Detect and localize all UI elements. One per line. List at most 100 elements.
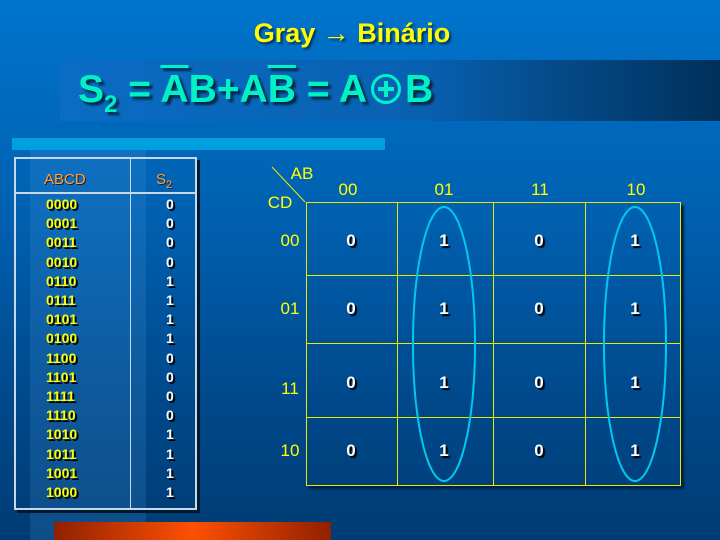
table-row: 1110 0 bbox=[16, 407, 199, 426]
abcd-value: 1000 bbox=[46, 484, 78, 500]
kmap-cell: 1 bbox=[439, 299, 449, 318]
s2-value: 0 bbox=[166, 388, 174, 404]
kmap-cell: 1 bbox=[439, 373, 449, 392]
table-row: 1111 0 bbox=[16, 388, 199, 407]
table-row: 1100 0 bbox=[16, 350, 199, 369]
truth-table: ABCD S2 0000 0 0001 0 0011 0 0010 0 0110 1 0111 1 01… bbox=[14, 157, 197, 510]
formula-plus: + bbox=[216, 68, 240, 111]
table-row: 1000 1 bbox=[16, 484, 199, 503]
table-row: 0101 1 bbox=[16, 311, 199, 330]
table-row: 0100 1 bbox=[16, 330, 199, 349]
s2-value: 1 bbox=[166, 426, 174, 443]
kmap-row-label: 01 bbox=[280, 299, 300, 318]
kmap-row-var: CD bbox=[267, 193, 293, 212]
formula-lhs-sub: 2 bbox=[104, 91, 118, 118]
s2-value: 1 bbox=[166, 484, 174, 500]
abcd-value: 0001 bbox=[46, 215, 78, 232]
kmap-cell: 1 bbox=[630, 299, 640, 318]
orange-bar bbox=[54, 522, 331, 540]
kmap-cell: 0 bbox=[534, 299, 544, 318]
s2-value: 1 bbox=[166, 330, 174, 347]
abcd-value: 0011 bbox=[46, 234, 77, 251]
group-oval-01 bbox=[412, 206, 476, 482]
table-row: 0001 0 bbox=[16, 215, 199, 234]
group-oval-10 bbox=[603, 206, 667, 482]
kmap-cell: 0 bbox=[346, 231, 356, 250]
table-row: 1011 1 bbox=[16, 446, 199, 465]
kmap-row-label: 00 bbox=[280, 231, 300, 250]
s2-value: 0 bbox=[166, 234, 174, 251]
kmap-col-label: 11 bbox=[531, 180, 549, 199]
formula-xor-b: B bbox=[405, 68, 434, 111]
abcd-value: 1110 bbox=[46, 407, 76, 424]
abcd-value: 0000 bbox=[46, 196, 78, 212]
kmap-cell: 1 bbox=[439, 231, 449, 250]
abcd-value: 1100 bbox=[46, 349, 77, 366]
formula-lhs: S bbox=[78, 68, 105, 111]
formula-a: A bbox=[239, 68, 268, 111]
xor-icon bbox=[371, 74, 402, 104]
abcd-value: 0100 bbox=[46, 330, 78, 347]
table-row: 0010 0 bbox=[16, 254, 199, 273]
table-row: 1010 1 bbox=[16, 426, 199, 445]
s2-value: 1 bbox=[166, 311, 174, 328]
formula-eq2: = bbox=[306, 68, 330, 111]
formula-b-bar: B bbox=[267, 68, 296, 111]
kmap-cell: 0 bbox=[534, 441, 544, 460]
s2-value: 1 bbox=[166, 292, 174, 308]
abcd-value: 1011 bbox=[46, 445, 77, 462]
table-row: 0110 1 bbox=[16, 273, 199, 292]
kmap-cell: 1 bbox=[630, 373, 640, 392]
background-band bbox=[30, 150, 146, 540]
slide-title: Gray → Binário bbox=[253, 18, 451, 48]
s2-value: 0 bbox=[166, 368, 174, 385]
abcd-value: 0110 bbox=[46, 272, 77, 289]
s2-value: 1 bbox=[166, 445, 174, 462]
table-row: 1001 1 bbox=[16, 465, 199, 484]
abcd-value: 1010 bbox=[46, 426, 78, 443]
kmap-diagonal bbox=[271, 166, 306, 203]
header-s2: S2 bbox=[156, 171, 173, 191]
formula-xor-a: A bbox=[338, 68, 368, 111]
abcd-value: 0010 bbox=[46, 253, 78, 270]
kmap-cell: 1 bbox=[630, 441, 640, 460]
kmap-cell: 0 bbox=[346, 373, 356, 392]
kmap-col-label: 00 bbox=[338, 180, 358, 199]
kmap-col-var: AB bbox=[290, 164, 314, 183]
header-abcd: ABCD bbox=[44, 171, 86, 188]
s2-value: 0 bbox=[166, 215, 174, 232]
kmap-cell: 1 bbox=[439, 441, 449, 460]
table-row: 0111 1 bbox=[16, 292, 199, 311]
s2-value: 0 bbox=[166, 253, 174, 270]
s2-value: 1 bbox=[166, 272, 174, 289]
abcd-value: 1111 bbox=[46, 388, 75, 404]
abcd-value: 1001 bbox=[46, 464, 78, 481]
table-header-line bbox=[16, 192, 195, 194]
table-row: 1101 0 bbox=[16, 369, 199, 388]
formula-a-bar: A bbox=[160, 68, 189, 111]
kmap-col-label: 01 bbox=[434, 180, 454, 199]
kmap-cell: 0 bbox=[346, 299, 356, 318]
table-row: 0011 0 bbox=[16, 234, 199, 253]
s2-value: 1 bbox=[166, 464, 174, 481]
kmap-col-label: 10 bbox=[626, 180, 646, 199]
s2-value: 0 bbox=[166, 407, 174, 424]
formula-b: B bbox=[188, 68, 217, 111]
abcd-value: 1101 bbox=[46, 368, 77, 385]
s2-value: 0 bbox=[166, 196, 174, 212]
formula-eq: = bbox=[128, 68, 151, 111]
karnaugh-map bbox=[306, 202, 681, 486]
abcd-value: 0111 bbox=[46, 292, 76, 308]
s2-value: 0 bbox=[166, 349, 174, 366]
table-divider bbox=[130, 159, 131, 508]
abcd-value: 0101 bbox=[46, 311, 78, 328]
kmap-row-label: 10 bbox=[280, 441, 300, 460]
kmap-row-label: 11 bbox=[281, 379, 299, 398]
accent-bar bbox=[12, 138, 385, 150]
kmap-cell: 0 bbox=[534, 231, 544, 250]
kmap-cell: 0 bbox=[534, 373, 544, 392]
kmap-cell: 1 bbox=[630, 231, 640, 250]
kmap-cell: 0 bbox=[346, 441, 356, 460]
